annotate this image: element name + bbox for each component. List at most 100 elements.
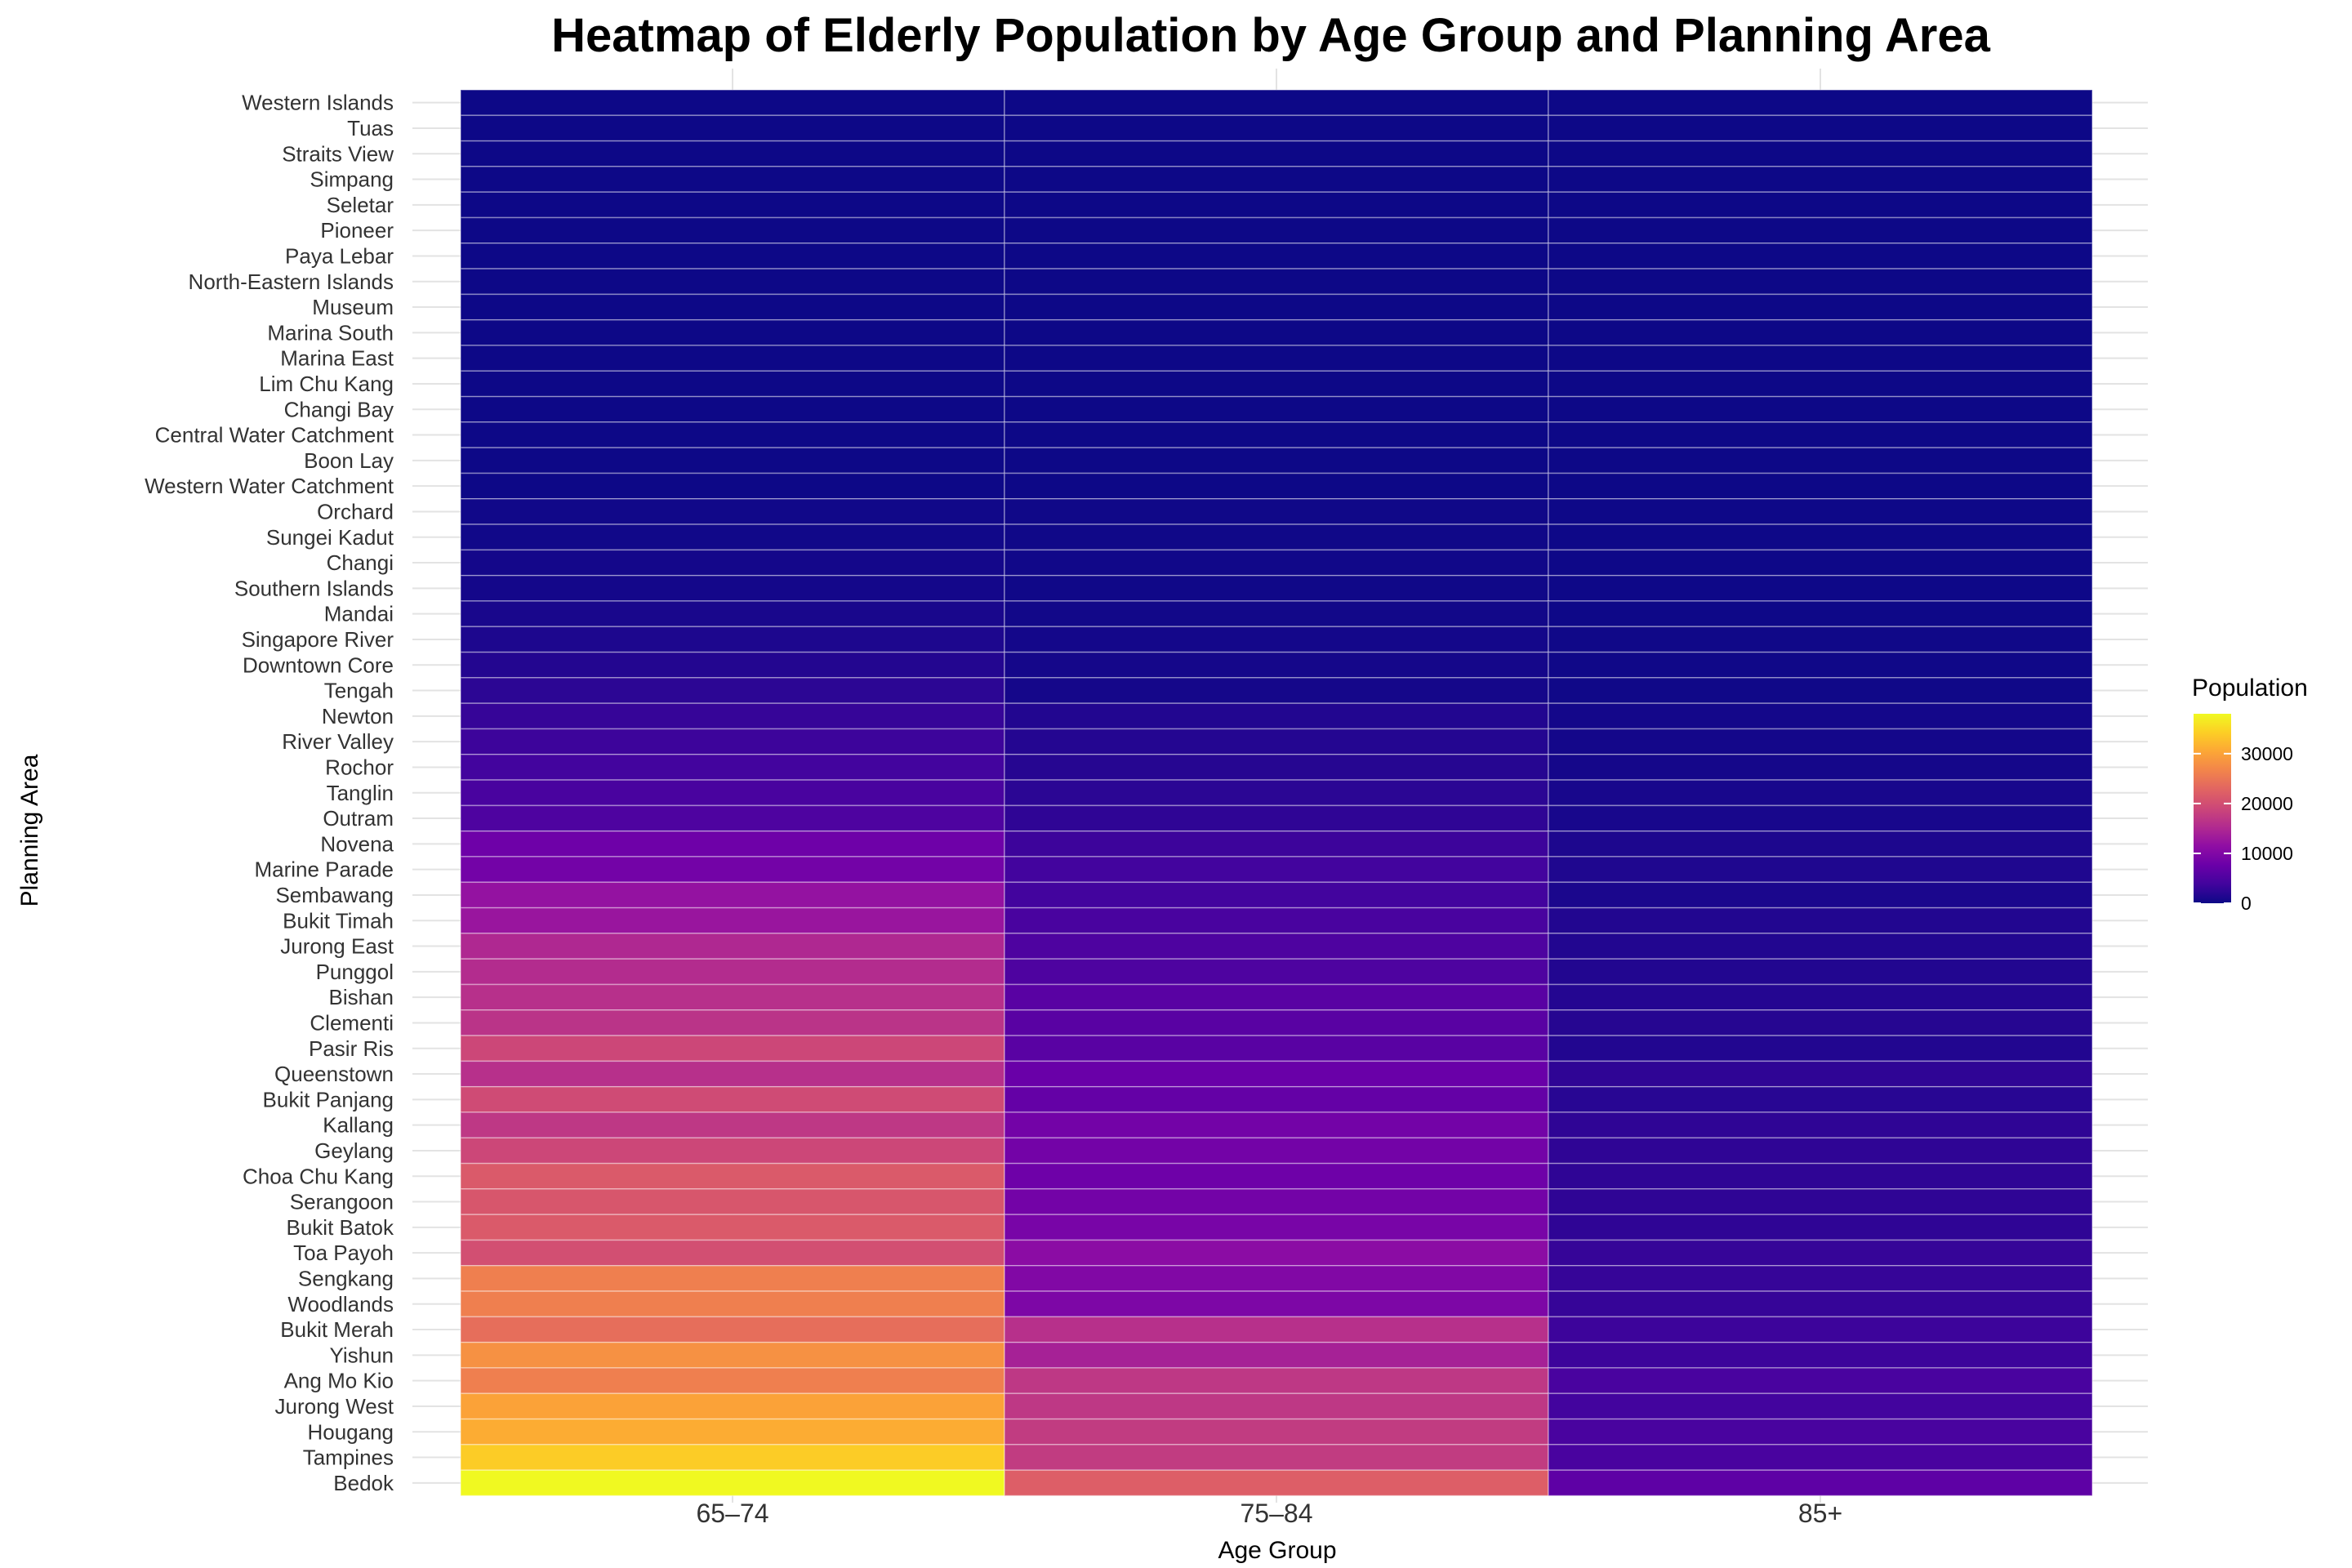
- heatmap-cell: [460, 1214, 1005, 1241]
- heatmap-cell: [1548, 114, 2093, 142]
- heatmap-cell: [460, 243, 1005, 270]
- heatmap-cell: [1004, 1418, 1549, 1446]
- heatmap-cell: [1004, 1341, 1549, 1369]
- heatmap-cell: [1004, 293, 1549, 321]
- heatmap-cells: [460, 89, 2093, 1497]
- y-tick-label: Choa Chu Kang: [243, 1164, 394, 1188]
- heatmap-cell: [1004, 626, 1549, 653]
- heatmap-cell: [1548, 779, 2093, 807]
- y-tick-label: Boon Lay: [304, 448, 394, 473]
- y-tick-label: Seletar: [327, 193, 394, 217]
- heatmap-cell: [460, 958, 1005, 986]
- heatmap-cell: [1548, 574, 2093, 602]
- x-tick-label: 85+: [1798, 1499, 1842, 1528]
- y-tick-label: Marina South: [267, 320, 394, 345]
- heatmap-cell: [1548, 1367, 2093, 1395]
- heatmap-cell: [460, 1085, 1005, 1113]
- heatmap-cell: [460, 754, 1005, 781]
- heatmap-cell: [1004, 216, 1549, 244]
- heatmap-cell: [1548, 1162, 2093, 1190]
- y-tick-label: Bishan: [329, 985, 394, 1009]
- legend-colorbar: [2194, 714, 2231, 903]
- heatmap-cell: [1548, 728, 2093, 755]
- y-tick-label: Western Islands: [242, 91, 394, 115]
- y-tick-label: Jurong West: [275, 1394, 394, 1419]
- heatmap-cell: [460, 933, 1005, 960]
- heatmap-cell: [460, 677, 1005, 704]
- heatmap-cell: [1004, 1009, 1549, 1036]
- heatmap-cell: [1548, 933, 2093, 960]
- heatmap-cell: [460, 216, 1005, 244]
- heatmap-cell: [1548, 191, 2093, 219]
- heatmap-cell: [1548, 1137, 2093, 1165]
- heatmap-cell: [460, 804, 1005, 832]
- y-tick-label: Outram: [323, 806, 394, 831]
- heatmap-cell: [1548, 677, 2093, 704]
- heatmap-cell: [1004, 549, 1549, 577]
- y-tick-label: Changi: [327, 550, 394, 575]
- heatmap-cell: [1004, 523, 1549, 551]
- y-tick-label: Changi Bay: [284, 397, 394, 421]
- y-axis-label: Planning Area: [16, 754, 43, 906]
- heatmap-cell: [1004, 1392, 1549, 1420]
- heatmap-cell: [460, 574, 1005, 602]
- heatmap-cell: [1004, 1035, 1549, 1062]
- heatmap-cell: [1548, 1341, 2093, 1369]
- y-tick-label: Straits View: [282, 141, 394, 166]
- heatmap-cell: [1004, 677, 1549, 704]
- heatmap-cell: [1004, 881, 1549, 909]
- heatmap-cell: [1548, 1265, 2093, 1292]
- heatmap-cell: [1548, 293, 2093, 321]
- heatmap-cell: [1548, 906, 2093, 934]
- heatmap-cell: [460, 1137, 1005, 1165]
- heatmap-cell: [460, 395, 1005, 423]
- y-tick-label: Bukit Panjang: [263, 1087, 394, 1111]
- y-tick-label: Sungei Kadut: [266, 525, 394, 550]
- heatmap-cell: [1004, 114, 1549, 142]
- legend-ticks: 0 10000 20000 30000: [2194, 743, 2293, 914]
- y-tick-label: Kallang: [323, 1113, 394, 1138]
- heatmap-cell: [1004, 1188, 1549, 1215]
- heatmap-cell: [460, 702, 1005, 730]
- heatmap-cell: [1004, 1060, 1549, 1088]
- heatmap-cell: [1548, 958, 2093, 986]
- y-tick-label: River Valley: [282, 729, 394, 754]
- heatmap-cell: [1548, 600, 2093, 628]
- heatmap-cell: [460, 421, 1005, 448]
- heatmap-cell: [460, 345, 1005, 372]
- heatmap-cell: [460, 166, 1005, 193]
- y-tick-label: Tampines: [303, 1446, 394, 1470]
- heatmap-cell: [1548, 1111, 2093, 1139]
- heatmap-cell: [1004, 89, 1549, 117]
- heatmap-cell: [460, 779, 1005, 807]
- heatmap-cell: [1004, 498, 1549, 525]
- legend-tick-label: 20000: [2241, 793, 2293, 814]
- heatmap-cell: [1548, 1444, 2093, 1471]
- heatmap-cell: [460, 1035, 1005, 1062]
- heatmap-cell: [1548, 421, 2093, 448]
- legend-tick-label: 10000: [2241, 843, 2293, 864]
- heatmap-cell: [1548, 1060, 2093, 1088]
- heatmap-cell: [1004, 395, 1549, 423]
- chart-title: Heatmap of Elderly Population by Age Gro…: [551, 9, 1990, 62]
- heatmap-cell: [1548, 370, 2093, 398]
- heatmap-cell: [1548, 345, 2093, 372]
- heatmap-cell: [1548, 140, 2093, 167]
- heatmap-cell: [1004, 1162, 1549, 1190]
- y-tick-label: Marina East: [280, 346, 394, 371]
- heatmap-cell: [1548, 549, 2093, 577]
- heatmap-cell: [1548, 498, 2093, 525]
- y-tick-label: Ang Mo Kio: [284, 1369, 394, 1393]
- heatmap-cell: [460, 447, 1005, 474]
- heatmap-cell: [1004, 472, 1549, 500]
- y-tick-label: Hougang: [307, 1419, 394, 1444]
- y-tick-label: Sengkang: [298, 1266, 394, 1290]
- y-tick-label: North-Eastern Islands: [189, 270, 394, 294]
- heatmap-cell: [1548, 1239, 2093, 1267]
- y-tick-label: Singapore River: [242, 627, 394, 652]
- heatmap-cell: [460, 268, 1005, 296]
- heatmap-cell: [1548, 1392, 2093, 1420]
- y-tick-label: Rochor: [325, 755, 394, 779]
- heatmap-cell: [1548, 1469, 2093, 1497]
- y-tick-label: Jurong East: [280, 934, 394, 959]
